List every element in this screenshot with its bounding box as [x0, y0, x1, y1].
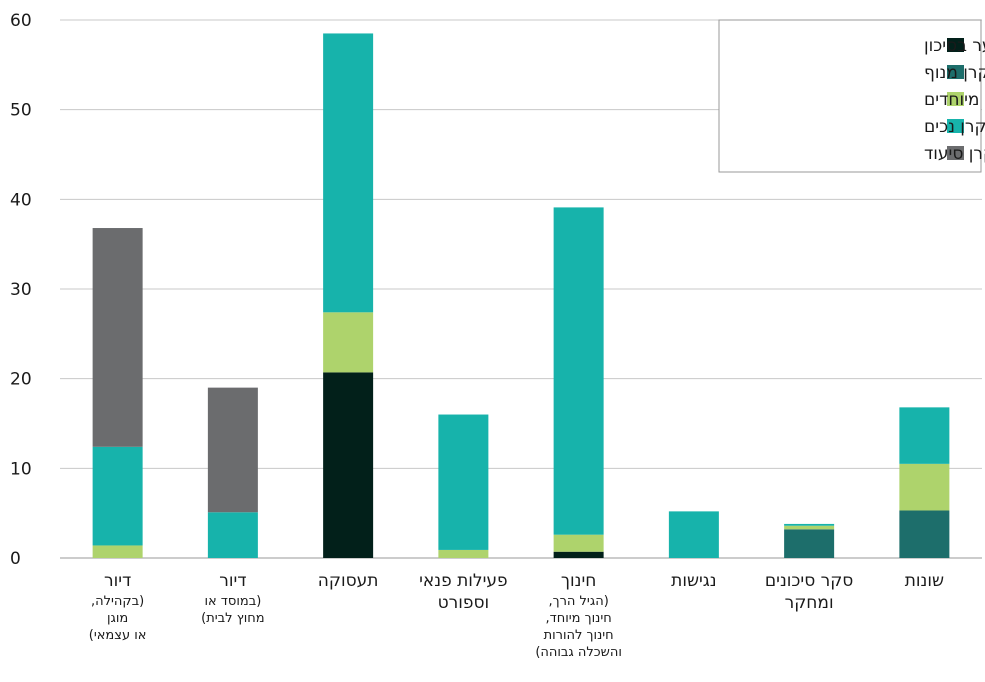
bar-segment	[553, 551, 604, 558]
bar-segment	[784, 525, 835, 530]
category-sublabel: ומחקר	[785, 593, 834, 613]
legend-swatch	[947, 119, 964, 133]
bar-segment	[553, 207, 604, 535]
bar-segment	[207, 512, 258, 558]
bar-segment	[668, 511, 719, 558]
legend-swatch	[947, 38, 964, 52]
category-label: דיור	[219, 571, 246, 591]
bar-segment	[323, 33, 374, 313]
category-sublabel: והשכלה גבוהה)	[535, 645, 622, 660]
legend-swatch	[947, 146, 964, 160]
legend-box	[718, 19, 982, 173]
bar-segment	[899, 407, 950, 464]
legend-label: קרן מפעלים מיוחדים	[924, 90, 985, 110]
bar-segment	[92, 545, 143, 558]
bar-segment	[553, 534, 604, 552]
y-tick-label: 20	[10, 370, 32, 390]
category-sublabel: חינוך להורות	[544, 628, 614, 643]
category-label: פעילות פנאי	[419, 571, 508, 591]
x-axis-labels: דיור (בקהילה, מוגן או עצמאי) דיור (במוסד או מח…	[89, 571, 944, 660]
category-label: סקר סיכונים	[765, 571, 853, 591]
bar-segment	[207, 387, 258, 513]
category-label: נגישות	[671, 571, 716, 591]
y-tick-label: 40	[10, 190, 32, 210]
y-tick-label: 10	[10, 459, 32, 479]
legend-label: קרן נכים	[924, 117, 985, 137]
y-tick-label: 30	[10, 280, 32, 300]
legend-label: קרן מנוף	[924, 63, 985, 83]
category-sublabel: (הגיל הרך,	[548, 594, 608, 609]
category-sublabel: או עצמאי)	[89, 628, 147, 643]
category-sublabel: חינוך מיוחד,	[545, 611, 611, 626]
legend: קרן ילדים ונוער בסיכון קרן מנוף קרן מפעלים…	[718, 19, 985, 173]
legend-label: קרן ילדים ונוער בסיכון	[924, 36, 985, 56]
bar-segment	[899, 510, 950, 558]
legend-label: קרן סיעוד	[924, 144, 985, 164]
bar-segment	[92, 228, 143, 447]
bar-segment	[784, 523, 835, 526]
bar-segment	[323, 372, 374, 558]
y-tick-label: 50	[10, 101, 32, 121]
bar-segment	[92, 446, 143, 546]
category-sublabel: (במוסד או	[204, 594, 261, 609]
category-sublabel: מחוץ לבית)	[201, 611, 264, 626]
legend-swatch	[947, 65, 964, 79]
bar-segment	[438, 549, 489, 558]
category-sublabel: מוגן	[107, 611, 128, 626]
legend-swatch	[947, 92, 964, 106]
bar-segment	[438, 414, 489, 550]
category-label: שונות	[905, 571, 944, 591]
category-label: דיור	[104, 571, 131, 591]
bars	[92, 33, 950, 558]
category-sublabel: (בקהילה,	[91, 594, 144, 609]
y-tick-label: 0	[10, 549, 21, 569]
y-tick-label: 60	[10, 11, 32, 31]
bar-segment	[323, 312, 374, 373]
y-axis-ticks: 0 10 20 30 40 50 60	[10, 11, 32, 569]
bar-segment	[784, 529, 835, 558]
category-sublabel: וספורט	[438, 593, 490, 613]
category-label: תעסוקה	[318, 571, 379, 591]
bar-segment	[899, 463, 950, 511]
category-label: חינוך	[561, 571, 596, 591]
